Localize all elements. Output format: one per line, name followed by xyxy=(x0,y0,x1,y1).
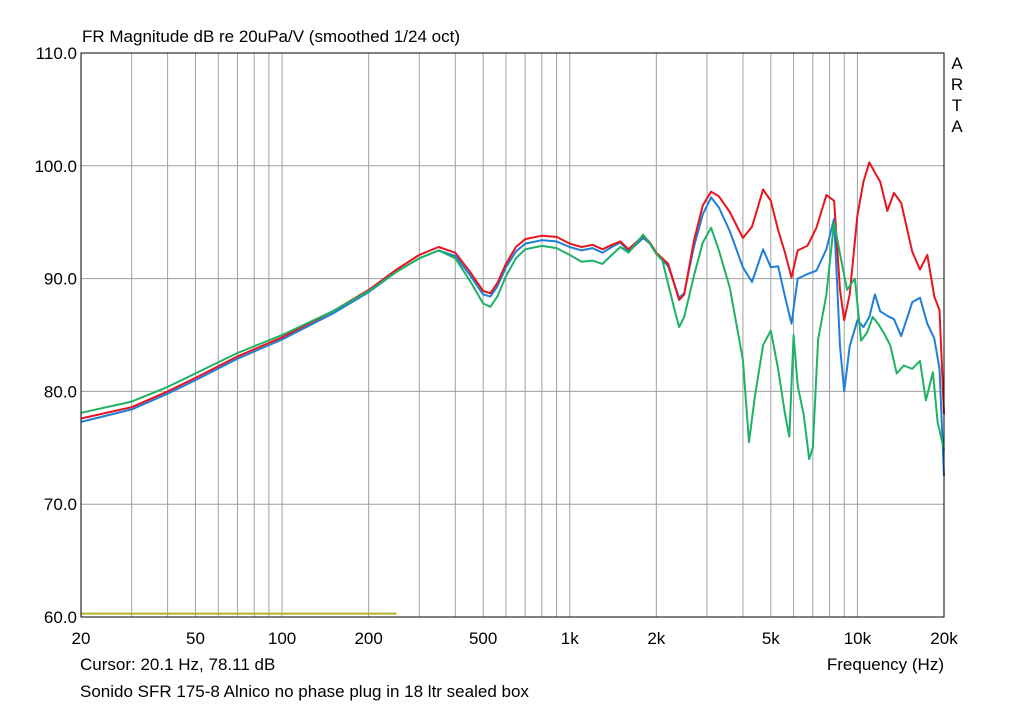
measurement-caption: Sonido SFR 175-8 Alnico no phase plug in… xyxy=(80,682,529,701)
chart-grid xyxy=(80,52,945,618)
x-tick-label: 20 xyxy=(72,629,91,648)
x-tick-label: 50 xyxy=(186,629,205,648)
cursor-readout: Cursor: 20.1 Hz, 78.11 dB xyxy=(80,655,276,674)
x-tick-label: 200 xyxy=(354,629,382,648)
y-tick-label: 90.0 xyxy=(44,270,77,289)
x-tick-label: 2k xyxy=(647,629,665,648)
y-tick-label: 80.0 xyxy=(44,382,77,401)
chart-series-group xyxy=(80,161,945,615)
x-tick-label: 100 xyxy=(268,629,296,648)
x-axis-ticks: 20 50 100 200 500 1k 2k 5k 10k 20k xyxy=(72,629,959,648)
arta-brand-mark: A R T A xyxy=(947,53,967,137)
brand-letter: A xyxy=(951,117,963,136)
x-tick-label: 1k xyxy=(561,629,579,648)
brand-letter: A xyxy=(951,54,963,73)
x-axis-label: Frequency (Hz) xyxy=(826,655,944,674)
x-tick-label: 10k xyxy=(844,629,872,648)
y-tick-label: 60.0 xyxy=(44,608,77,627)
x-tick-label: 5k xyxy=(762,629,780,648)
x-tick-label: 500 xyxy=(469,629,497,648)
y-tick-label: 110.0 xyxy=(36,44,77,63)
series-line-2 xyxy=(80,161,945,420)
chart-title: FR Magnitude dB re 20uPa/V (smoothed 1/2… xyxy=(82,27,460,46)
plot-frame xyxy=(80,52,945,618)
series-line-1 xyxy=(80,196,945,477)
y-tick-label: 100.0 xyxy=(34,157,77,176)
x-tick-label: 20k xyxy=(930,629,958,648)
brand-letter: R xyxy=(950,75,964,94)
y-axis-ticks: 60.0 70.0 80.0 90.0 100.0 110.0 xyxy=(34,44,77,627)
brand-letter: T xyxy=(951,96,963,115)
y-tick-label: 70.0 xyxy=(44,495,77,514)
series-line-3 xyxy=(80,221,945,461)
